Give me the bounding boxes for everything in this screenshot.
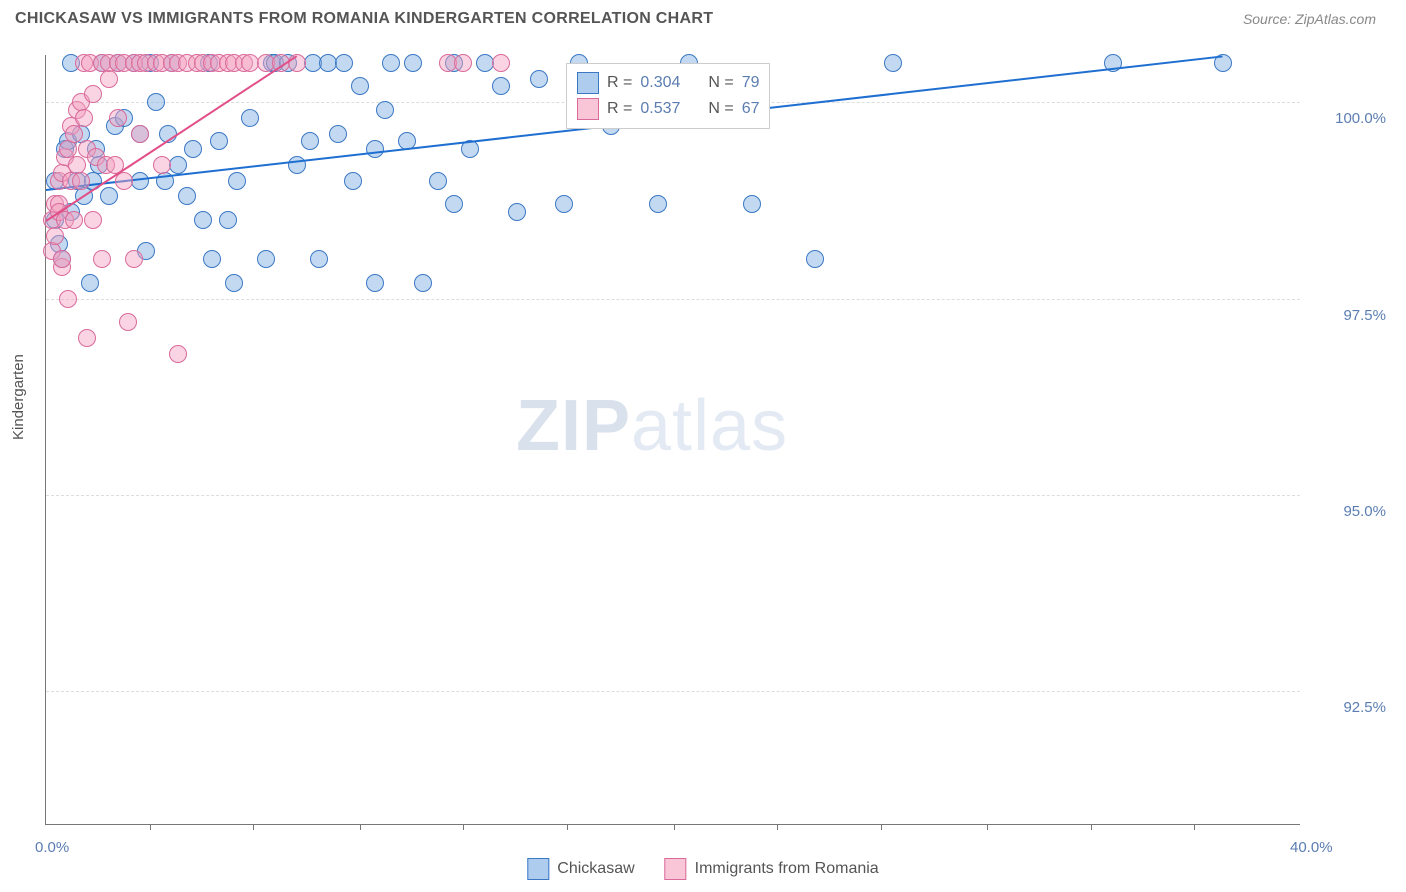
data-point xyxy=(109,109,127,127)
data-point xyxy=(46,227,64,245)
data-point xyxy=(241,109,259,127)
data-point xyxy=(178,187,196,205)
legend-swatch-blue xyxy=(527,858,549,880)
data-point xyxy=(125,250,143,268)
source-attribution: Source: ZipAtlas.com xyxy=(1243,11,1376,27)
data-point xyxy=(203,250,221,268)
x-tick xyxy=(150,824,151,830)
y-axis-label: Kindergarten xyxy=(10,354,27,440)
data-point xyxy=(84,211,102,229)
data-point xyxy=(492,77,510,95)
data-point xyxy=(228,172,246,190)
stats-swatch xyxy=(577,72,599,94)
stats-box: R =0.304N =79R =0.537N =67 xyxy=(566,63,770,129)
stats-row: R =0.304N =79 xyxy=(577,70,759,96)
data-point xyxy=(414,274,432,292)
watermark: ZIPatlas xyxy=(516,385,788,467)
data-point xyxy=(555,195,573,213)
data-point xyxy=(210,132,228,150)
data-point xyxy=(53,250,71,268)
data-point xyxy=(492,54,510,72)
data-point xyxy=(65,211,83,229)
data-point xyxy=(366,274,384,292)
data-point xyxy=(329,125,347,143)
data-point xyxy=(78,329,96,347)
x-tick xyxy=(463,824,464,830)
data-point xyxy=(65,125,83,143)
data-point xyxy=(59,290,77,308)
y-tick-label: 95.0% xyxy=(1343,503,1386,520)
legend-label: Chickasaw xyxy=(557,860,634,878)
y-tick-label: 100.0% xyxy=(1335,110,1386,127)
data-point xyxy=(153,156,171,174)
header: CHICKASAW VS IMMIGRANTS FROM ROMANIA KIN… xyxy=(0,0,1406,28)
legend-item-chickasaw: Chickasaw xyxy=(527,858,634,880)
data-point xyxy=(75,109,93,127)
x-tick xyxy=(253,824,254,830)
data-point xyxy=(100,187,118,205)
data-point xyxy=(376,101,394,119)
y-tick-label: 92.5% xyxy=(1343,699,1386,716)
stats-swatch xyxy=(577,98,599,120)
legend-label: Immigrants from Romania xyxy=(695,860,879,878)
data-point xyxy=(344,172,362,190)
data-point xyxy=(147,93,165,111)
data-point xyxy=(81,274,99,292)
data-point xyxy=(119,313,137,331)
chart-title: CHICKASAW VS IMMIGRANTS FROM ROMANIA KIN… xyxy=(15,10,713,28)
x-tick-label: 0.0% xyxy=(35,839,69,856)
data-point xyxy=(169,156,187,174)
x-tick xyxy=(1091,824,1092,830)
data-point xyxy=(382,54,400,72)
x-tick xyxy=(777,824,778,830)
data-point xyxy=(508,203,526,221)
data-point xyxy=(225,274,243,292)
data-point xyxy=(649,195,667,213)
x-tick xyxy=(674,824,675,830)
data-point xyxy=(219,211,237,229)
data-point xyxy=(454,54,472,72)
x-tick xyxy=(987,824,988,830)
chart-container: CHICKASAW VS IMMIGRANTS FROM ROMANIA KIN… xyxy=(0,0,1406,892)
data-point xyxy=(530,70,548,88)
legend-item-romania: Immigrants from Romania xyxy=(665,858,879,880)
x-tick xyxy=(567,824,568,830)
x-tick xyxy=(881,824,882,830)
data-point xyxy=(72,172,90,190)
data-point xyxy=(404,54,422,72)
data-point xyxy=(884,54,902,72)
data-point xyxy=(184,140,202,158)
legend-swatch-pink xyxy=(665,858,687,880)
y-tick-label: 97.5% xyxy=(1343,307,1386,324)
data-point xyxy=(445,195,463,213)
data-point xyxy=(194,211,212,229)
scatter-chart: ZIPatlas R =0.304N =79R =0.537N =67 xyxy=(45,55,1300,825)
data-point xyxy=(93,250,111,268)
data-point xyxy=(351,77,369,95)
data-point xyxy=(301,132,319,150)
gridline xyxy=(46,691,1300,692)
data-point xyxy=(100,70,118,88)
data-point xyxy=(310,250,328,268)
x-tick-label: 40.0% xyxy=(1290,839,1333,856)
data-point xyxy=(335,54,353,72)
gridline xyxy=(46,299,1300,300)
x-tick xyxy=(360,824,361,830)
data-point xyxy=(743,195,761,213)
data-point xyxy=(169,345,187,363)
data-point xyxy=(257,250,275,268)
gridline xyxy=(46,495,1300,496)
stats-row: R =0.537N =67 xyxy=(577,96,759,122)
legend: Chickasaw Immigrants from Romania xyxy=(527,858,878,880)
data-point xyxy=(806,250,824,268)
data-point xyxy=(429,172,447,190)
data-point xyxy=(131,125,149,143)
x-tick xyxy=(1194,824,1195,830)
data-point xyxy=(84,85,102,103)
data-point xyxy=(366,140,384,158)
